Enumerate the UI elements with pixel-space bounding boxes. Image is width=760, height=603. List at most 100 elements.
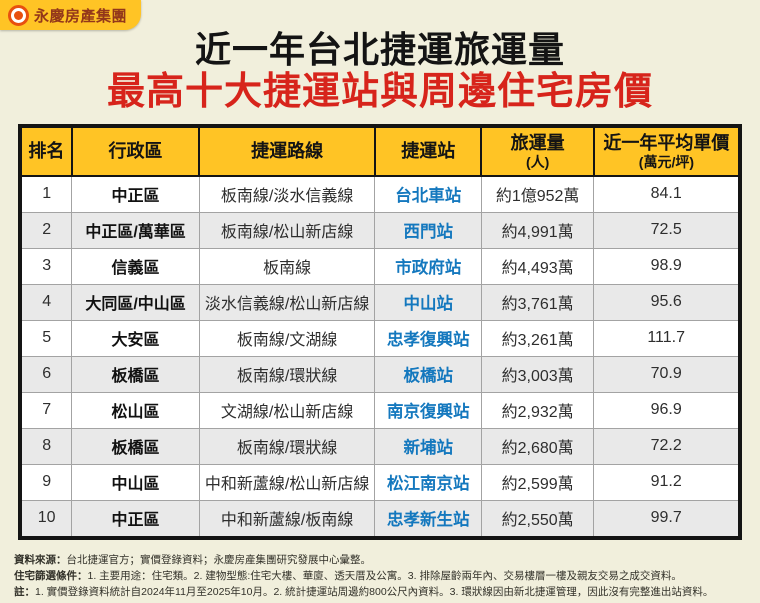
title-prefix: 近一年台北捷運 (194, 29, 454, 70)
footnote-filter: 住宅篩選條件：1. 主要用途：住宅類。2. 建物型態:住宅大樓、華廈、透天厝及公… (14, 568, 746, 584)
ridership-cell: 約3,003萬 (480, 355, 595, 393)
rank-cell: 1 (19, 175, 73, 213)
footnote-filter-label: 住宅篩選條件： (14, 569, 88, 582)
price-cell: 99.7 (593, 499, 741, 539)
ridership-cell: 約2,599萬 (480, 463, 595, 501)
ridership-cell: 約4,991萬 (480, 211, 595, 249)
footnote-source: 資料來源：台北捷運官方；實價登錄資料；永慶房產集團研究發展中心彙整。 (14, 552, 746, 568)
footnote-note-text: 1. 實價登錄資料統計自2024年11月至2025年10月。2. 統計捷運站周邊… (35, 586, 714, 599)
header-row: 排名 行政區 捷運路線 捷運站 旅運量 (人) 近一年平均單價 (萬元/坪) (19, 124, 742, 177)
header-rank: 排名 (19, 124, 73, 177)
district-cell: 中正區 (71, 175, 200, 213)
header-ridership-unit: (人) (525, 153, 550, 170)
price-cell: 72.5 (593, 211, 741, 249)
rank-cell: 9 (19, 463, 73, 501)
line-cell: 淡水信義線/松山新店線 (198, 283, 376, 321)
rank-cell: 6 (19, 355, 73, 393)
footnote-source-label: 資料來源： (14, 553, 67, 566)
ridership-cell: 約4,493萬 (480, 247, 595, 285)
footnote-filter-text: 1. 主要用途：住宅類。2. 建物型態:住宅大樓、華廈、透天厝及公寓。3. 排除… (87, 569, 682, 582)
station-cell: 松江南京站 (374, 463, 482, 501)
rank-cell: 4 (19, 283, 73, 321)
brand-badge: 永慶房產集團 (0, 0, 142, 30)
table-row: 4 大同區/中山區 淡水信義線/松山新店線 中山站 約3,761萬 95.6 (19, 283, 741, 321)
line-cell: 板南線/松山新店線 (198, 211, 376, 249)
table-row: 8 板橋區 板南線/環狀線 新埔站 約2,680萬 72.2 (19, 427, 741, 465)
rank-cell: 3 (19, 247, 73, 285)
header-station: 捷運站 (373, 124, 483, 177)
station-cell: 市政府站 (374, 247, 482, 285)
district-cell: 松山區 (71, 391, 200, 429)
district-cell: 信義區 (71, 247, 200, 285)
table-row: 2 中正區/萬華區 板南線/松山新店線 西門站 約4,991萬 72.5 (19, 211, 741, 249)
price-cell: 95.6 (593, 283, 741, 321)
ridership-cell: 約2,680萬 (480, 427, 595, 465)
table-body: 1 中正區 板南線/淡水信義線 台北車站 約1億952萬 84.1 2 中正區/… (19, 175, 741, 539)
footnote-note: 註：1. 實價登錄資料統計自2024年11月至2025年10月。2. 統計捷運站… (14, 584, 746, 600)
page-title-line1: 近一年台北捷運旅運量 (0, 29, 760, 70)
line-cell: 板南線/環狀線 (198, 355, 376, 393)
price-cell: 70.9 (593, 355, 741, 393)
price-cell: 91.2 (593, 463, 741, 501)
table-row: 7 松山區 文湖線/松山新店線 南京復興站 約2,932萬 96.9 (19, 391, 741, 429)
line-cell: 中和新蘆線/松山新店線 (198, 463, 376, 501)
station-cell: 忠孝新生站 (374, 499, 482, 539)
line-cell: 板南線 (198, 247, 376, 285)
district-cell: 板橋區 (71, 355, 200, 393)
table-row: 9 中山區 中和新蘆線/松山新店線 松江南京站 約2,599萬 91.2 (19, 463, 741, 501)
page-title-line2: 最高十大捷運站與周邊住宅房價 (106, 70, 653, 113)
yongqing-circle-logo-icon (8, 4, 29, 26)
ridership-cell: 約3,761萬 (480, 283, 595, 321)
header-price: 近一年平均單價 (萬元/坪) (592, 124, 742, 177)
ranking-table: 排名 行政區 捷運路線 捷運站 旅運量 (人) 近一年平均單價 (萬元/坪) 1 中… (18, 123, 742, 540)
header-ridership-label: 旅運量 (510, 132, 565, 153)
rank-cell: 2 (19, 211, 73, 249)
district-cell: 中正區 (71, 499, 200, 539)
line-cell: 板南線/淡水信義線 (198, 175, 376, 213)
district-cell: 中正區/萬華區 (71, 211, 200, 249)
station-cell: 西門站 (374, 211, 482, 249)
price-cell: 72.2 (593, 427, 741, 465)
ridership-cell: 約3,261萬 (480, 319, 595, 357)
ridership-cell: 約1億952萬 (480, 175, 595, 213)
price-cell: 84.1 (593, 175, 741, 213)
title-block: 近一年台北捷運旅運量 最高十大捷運站與周邊住宅房價 (0, 0, 760, 113)
district-cell: 中山區 (71, 463, 200, 501)
table-row: 10 中正區 中和新蘆線/板南線 忠孝新生站 約2,550萬 99.7 (19, 499, 741, 539)
table-row: 5 大安區 板南線/文湖線 忠孝復興站 約3,261萬 111.7 (19, 319, 741, 357)
footnote-note-label: 註： (14, 586, 35, 599)
station-cell: 新埔站 (374, 427, 482, 465)
table-row: 1 中正區 板南線/淡水信義線 台北車站 約1億952萬 84.1 (19, 175, 741, 213)
district-cell: 大安區 (71, 319, 200, 357)
station-cell: 中山站 (374, 283, 482, 321)
station-cell: 台北車站 (374, 175, 482, 213)
line-cell: 板南線/環狀線 (198, 427, 376, 465)
table-header: 排名 行政區 捷運路線 捷運站 旅運量 (人) 近一年平均單價 (萬元/坪) (19, 124, 742, 177)
footnote-source-text: 台北捷運官方；實價登錄資料；永慶房產集團研究發展中心彙整。 (66, 553, 372, 566)
table-row: 6 板橋區 板南線/環狀線 板橋站 約3,003萬 70.9 (19, 355, 741, 393)
price-cell: 98.9 (593, 247, 741, 285)
ridership-cell: 約2,932萬 (480, 391, 595, 429)
price-cell: 96.9 (593, 391, 741, 429)
footnotes-block: 資料來源：台北捷運官方；實價登錄資料；永慶房產集團研究發展中心彙整。 住宅篩選條… (14, 552, 746, 601)
header-ridership: 旅運量 (人) (480, 124, 595, 177)
district-cell: 大同區/中山區 (71, 283, 200, 321)
district-cell: 板橋區 (71, 427, 200, 465)
header-price-unit: (萬元/坪) (638, 153, 694, 170)
header-line: 捷運路線 (198, 124, 376, 177)
line-cell: 文湖線/松山新店線 (198, 391, 376, 429)
header-price-label: 近一年平均單價 (603, 132, 730, 153)
rank-cell: 5 (19, 319, 73, 357)
rank-cell: 8 (19, 427, 73, 465)
rank-cell: 10 (19, 499, 73, 539)
line-cell: 板南線/文湖線 (198, 319, 376, 357)
header-district: 行政區 (70, 124, 201, 177)
station-cell: 忠孝復興站 (374, 319, 482, 357)
price-cell: 111.7 (593, 319, 741, 357)
station-cell: 板橋站 (374, 355, 482, 393)
rank-cell: 7 (19, 391, 73, 429)
ridership-cell: 約2,550萬 (480, 499, 595, 539)
table-row: 3 信義區 板南線 市政府站 約4,493萬 98.9 (19, 247, 741, 285)
line-cell: 中和新蘆線/板南線 (198, 499, 376, 539)
brand-name: 永慶房產集團 (34, 7, 128, 25)
